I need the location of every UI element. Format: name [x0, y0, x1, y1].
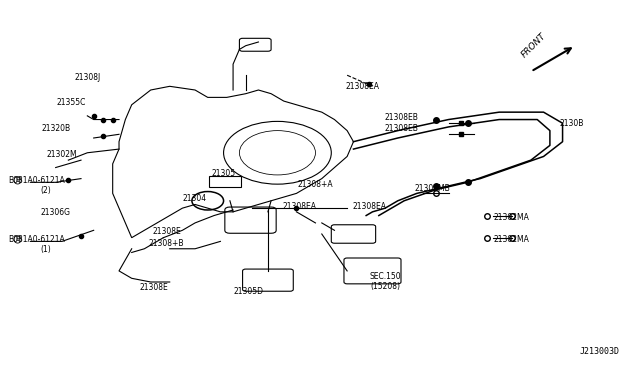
Text: 21302M: 21302M — [47, 150, 77, 159]
Text: 21308+A: 21308+A — [298, 180, 333, 189]
Text: 21305: 21305 — [211, 169, 236, 177]
Text: 21308J: 21308J — [74, 73, 100, 81]
Text: 21304: 21304 — [183, 195, 207, 203]
Text: (15208): (15208) — [370, 282, 400, 291]
Text: 21302MA: 21302MA — [494, 213, 530, 222]
Text: 21306G: 21306G — [41, 208, 70, 217]
Text: 21302MB: 21302MB — [415, 185, 451, 193]
Text: 2130B: 2130B — [560, 119, 584, 128]
Text: 21305D: 21305D — [234, 287, 264, 296]
Text: 21308EA: 21308EA — [352, 202, 387, 211]
Text: 21308EA: 21308EA — [283, 202, 317, 211]
Text: 21308E: 21308E — [152, 227, 181, 235]
Text: 21302MA: 21302MA — [494, 235, 530, 244]
Text: FRONT: FRONT — [520, 32, 548, 60]
Text: SEC.150: SEC.150 — [369, 272, 401, 281]
Text: (2): (2) — [41, 186, 52, 195]
Text: 21308E: 21308E — [140, 283, 168, 292]
Text: B: B — [15, 236, 20, 243]
Text: 21308EA: 21308EA — [346, 82, 380, 91]
Text: B081A0-6121A: B081A0-6121A — [8, 235, 65, 244]
Text: J213003D: J213003D — [580, 347, 620, 356]
Text: 21355C: 21355C — [57, 99, 86, 108]
Text: 21308EB: 21308EB — [384, 113, 418, 122]
Text: (1): (1) — [41, 245, 52, 254]
Text: 21320B: 21320B — [41, 124, 70, 133]
Text: B081A0-6121A: B081A0-6121A — [8, 176, 65, 185]
Text: 21308+B: 21308+B — [148, 239, 184, 248]
Text: B: B — [15, 177, 20, 183]
Text: 21308EB: 21308EB — [384, 124, 418, 133]
